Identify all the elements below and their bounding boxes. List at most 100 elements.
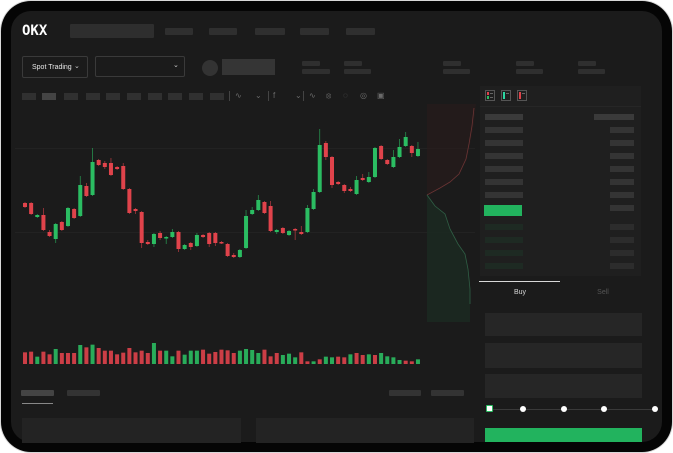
bottom-action[interactable] <box>389 390 421 396</box>
candle <box>72 208 77 219</box>
slider-track[interactable] <box>489 409 657 410</box>
snapshot-icon[interactable]: ◌ <box>343 91 348 100</box>
ruler-icon[interactable]: ⦻ <box>326 91 332 100</box>
indicator-icon[interactable]: f <box>273 91 276 100</box>
candle-body <box>372 148 377 177</box>
volume-bar <box>225 350 230 364</box>
slider-handle[interactable] <box>486 405 493 412</box>
timeframe-button[interactable] <box>106 93 120 100</box>
volume-bar <box>244 349 249 364</box>
fullscreen-icon[interactable]: ▣ <box>377 91 385 100</box>
candle <box>207 232 212 247</box>
spot-trading-dropdown[interactable]: Spot Trading ⌄ <box>22 56 88 78</box>
candle <box>115 166 120 170</box>
chevron-down-icon[interactable]: ⌄ <box>295 91 302 100</box>
orderbook-bids-icon <box>501 90 511 101</box>
nav-item[interactable] <box>255 28 285 35</box>
buy-tab[interactable]: Buy <box>513 289 527 296</box>
orderbook-view-toggle[interactable] <box>485 90 530 102</box>
bottom-panel-right <box>256 418 474 443</box>
candle <box>268 201 273 232</box>
amount-input[interactable] <box>485 343 642 368</box>
timeframe-button[interactable] <box>148 93 162 100</box>
volume-bar <box>151 343 156 364</box>
timeframe-button[interactable] <box>64 93 78 100</box>
volume-bar <box>121 352 126 364</box>
ask-price <box>485 192 523 198</box>
buy-submit-button[interactable] <box>485 428 642 442</box>
nav-item[interactable] <box>300 28 329 35</box>
slider-stop-50[interactable] <box>561 406 567 412</box>
volume-bar <box>311 361 316 364</box>
sell-tab[interactable]: Sell <box>597 289 609 296</box>
candle-body <box>293 229 298 231</box>
volume-bar <box>262 349 267 364</box>
candle <box>330 156 334 188</box>
drawing-line-icon[interactable]: ∿ <box>309 91 316 100</box>
search-bar[interactable] <box>70 24 154 38</box>
volume-bar <box>336 356 341 364</box>
candle <box>256 195 261 211</box>
total-input[interactable] <box>485 374 642 398</box>
candle <box>305 205 310 233</box>
volume-bar <box>256 353 261 364</box>
nav-item[interactable] <box>209 28 237 35</box>
volume-bar <box>348 354 353 364</box>
volume-bar <box>305 361 310 364</box>
bottom-tab-active[interactable] <box>21 390 54 396</box>
candle <box>323 141 328 160</box>
stat-label <box>344 61 362 66</box>
timeframe-button[interactable] <box>210 93 224 100</box>
candle <box>274 229 279 234</box>
volume-bar <box>330 357 334 364</box>
timeframe-button[interactable] <box>127 93 141 100</box>
candle-body <box>397 147 402 157</box>
depth-bids-area <box>427 195 470 322</box>
bid-price <box>485 250 523 256</box>
volume-bar <box>360 355 365 364</box>
timeframe-button[interactable] <box>22 93 36 100</box>
volume-bar <box>158 350 163 364</box>
volume-bar <box>397 360 402 364</box>
bottom-action[interactable] <box>431 390 464 396</box>
candle <box>188 242 193 250</box>
volume-chart <box>23 343 420 364</box>
orderbook-header-price <box>485 114 523 120</box>
candle <box>250 207 255 215</box>
candle-body <box>342 185 347 191</box>
bottom-tab[interactable] <box>67 390 100 396</box>
candlestick-chart[interactable] <box>0 0 430 380</box>
candle <box>29 202 34 215</box>
volume-bar <box>231 353 236 364</box>
ask-amount <box>610 153 634 159</box>
candle-body <box>78 185 83 216</box>
slider-stop-100[interactable] <box>652 406 658 412</box>
volume-bar <box>293 357 298 364</box>
stat-value <box>516 69 543 74</box>
slider-stop-75[interactable] <box>601 406 607 412</box>
settings-icon[interactable]: ◎ <box>360 91 367 100</box>
okx-logo[interactable]: OKX <box>22 23 48 39</box>
chart-type-icon[interactable]: ∿ <box>235 91 242 100</box>
nav-item[interactable] <box>165 28 193 35</box>
volume-bar <box>372 355 377 364</box>
timeframe-button-active[interactable] <box>42 93 56 100</box>
candle <box>127 188 132 214</box>
candle-body <box>225 244 230 256</box>
candle-body <box>53 224 58 239</box>
candle-body <box>23 203 27 207</box>
volume-bar <box>188 350 193 364</box>
slider-stop-25[interactable] <box>520 406 526 412</box>
candle-body <box>102 163 107 167</box>
volume-bar <box>139 350 144 364</box>
candle-body <box>188 243 193 247</box>
candle-body <box>360 178 365 180</box>
price-input[interactable] <box>485 313 642 336</box>
timeframe-button[interactable] <box>189 93 203 100</box>
trading-pair-dropdown[interactable]: ⌄ <box>95 56 185 77</box>
chevron-down-icon[interactable]: ⌄ <box>255 91 262 100</box>
nav-item[interactable] <box>346 28 375 35</box>
timeframe-button[interactable] <box>168 93 182 100</box>
timeframe-button[interactable] <box>86 93 100 100</box>
last-price-badge <box>484 205 522 216</box>
